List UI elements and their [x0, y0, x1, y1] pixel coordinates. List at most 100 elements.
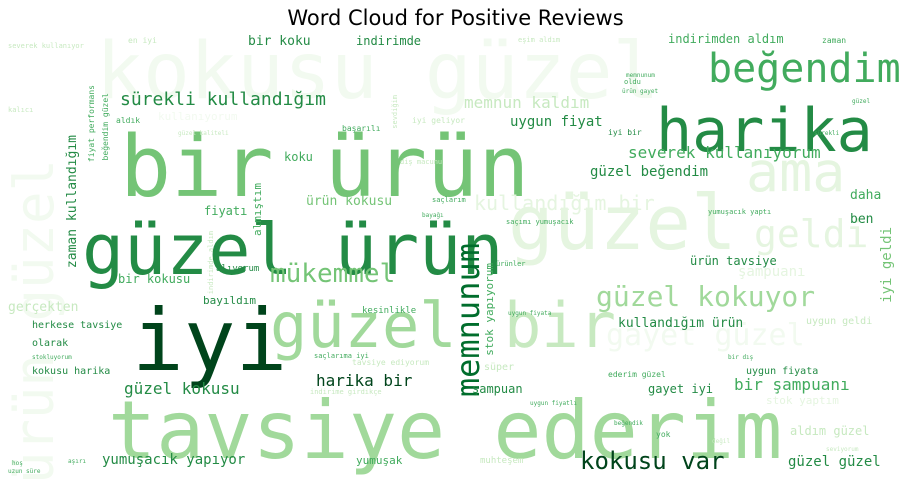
cloud-word: bir dış: [728, 354, 754, 361]
cloud-word: bir koku: [248, 34, 311, 49]
word-cloud: tavsiye ederim bir ürün iyi güzel ürün harik…: [8, 33, 903, 483]
cloud-word: almıştım: [251, 183, 264, 236]
cloud-word: muhteşem: [480, 456, 524, 466]
cloud-word: memnunum: [449, 243, 487, 398]
cloud-word: saçlarım: [432, 196, 466, 204]
cloud-word: sürekli: [814, 130, 840, 137]
cloud-word: gayet güzel: [606, 318, 805, 353]
cloud-word: eşim aldım: [518, 36, 561, 44]
cloud-word: aşırı: [68, 458, 87, 465]
cloud-word: güzel: [270, 289, 457, 362]
cloud-word: beğendim: [708, 46, 901, 92]
cloud-word: güzel ürün: [82, 209, 504, 291]
cloud-word: indirimden aldım: [668, 33, 784, 46]
cloud-word: fiyat performans: [87, 85, 96, 163]
cloud-word: güzel: [852, 98, 871, 105]
cloud-word: beğendim güzel: [101, 93, 110, 161]
cloud-word: severek kullanıyorum: [628, 143, 821, 162]
cloud-word: bir şampuanı: [734, 375, 850, 394]
cloud-word: koku: [284, 150, 313, 164]
cloud-word: uygun fiyat: [510, 114, 603, 130]
cloud-word: uygun fiyata: [508, 310, 552, 317]
cloud-word: aldım güzel: [790, 424, 870, 438]
cloud-word: uygun fiyata: [746, 366, 819, 377]
cloud-word: seviyorum: [826, 446, 859, 453]
cloud-word: severek kullanıyor: [8, 42, 84, 50]
cloud-word: ürün kokusu: [306, 194, 393, 209]
cloud-word: zaman: [822, 36, 847, 45]
cloud-word: gayet iyi: [648, 382, 714, 396]
cloud-word: saçımı yumuşacık: [506, 218, 574, 226]
cloud-word: ederim güzel: [608, 370, 666, 379]
cloud-word: kokusu var: [580, 447, 725, 475]
cloud-word: memnun kaldım: [464, 93, 590, 112]
cloud-word: uzun süre: [8, 468, 41, 475]
cloud-word: kalıcı: [8, 106, 34, 114]
cloud-word: güzel beğendim: [590, 164, 709, 180]
cloud-word: memnunum: [626, 72, 655, 79]
cloud-word: uygun geldi: [806, 316, 873, 327]
cloud-word: daha: [850, 188, 882, 203]
cloud-word: mükemmel: [270, 259, 396, 289]
cloud-word: indirime girdikçe: [310, 388, 382, 396]
cloud-word: tavsiye ediyorum: [352, 358, 430, 367]
cloud-word: şampuan: [472, 382, 523, 396]
cloud-word: şampuanı: [738, 264, 806, 280]
cloud-word: başarılı: [342, 124, 381, 133]
cloud-word: iyi: [132, 291, 288, 391]
cloud-word: yumuşak: [356, 454, 403, 467]
cloud-word: kullanıyorum: [158, 110, 238, 123]
cloud-word: kullandığım ürün: [618, 316, 744, 331]
cloud-word: oldu: [624, 78, 641, 86]
cloud-word: zaman kullandığım: [65, 135, 80, 269]
cloud-word: sürekli kullandığım: [120, 89, 326, 110]
cloud-word: iyi geldi: [879, 227, 895, 303]
cloud-word: bir kokusu: [118, 272, 191, 286]
cloud-word: tavsiye ederim: [108, 384, 783, 477]
cloud-word: güzel güzel: [788, 454, 881, 470]
cloud-word: gerçekten: [8, 300, 79, 315]
cloud-word: stok yapıyorum: [483, 263, 496, 356]
cloud-word: harika bir: [316, 371, 413, 390]
cloud-word: stok yaptım: [766, 394, 839, 407]
cloud-word: alıyorum: [216, 264, 260, 274]
cloud-word: indirimde aldım: [207, 231, 215, 295]
chart-title: Word Cloud for Positive Reviews: [287, 6, 624, 30]
cloud-word: herkese tavsiye: [32, 320, 123, 331]
cloud-word: bir ürün: [120, 118, 530, 217]
cloud-word: aldık: [116, 116, 141, 125]
cloud-word: diş macunu: [400, 158, 443, 166]
cloud-word: değil: [712, 438, 731, 445]
cloud-word: saçlarıma iyi: [314, 352, 369, 360]
cloud-word: güzel kaliteli: [178, 130, 229, 137]
cloud-word: bayağı: [422, 212, 444, 219]
cloud-word: harika: [656, 96, 873, 166]
cloud-word: iyi bir: [608, 128, 642, 137]
cloud-word: ben: [850, 212, 874, 227]
cloud-word: güzel kokuyor: [596, 280, 816, 313]
cloud-word: kesinlikle: [362, 306, 417, 316]
cloud-word: ama: [746, 140, 846, 204]
cloud-word: iyi geliyor: [412, 116, 465, 125]
cloud-word: olarak: [32, 338, 69, 349]
cloud-word: güzel kokusu: [124, 379, 240, 398]
cloud-word: geldi: [754, 212, 869, 256]
cloud-word: beğendik: [614, 420, 643, 427]
cloud-word: uygun fiyatlı: [530, 400, 577, 407]
cloud-word: kullandığım bir: [474, 191, 655, 215]
cloud-word: yumuşacık yapıyor: [102, 452, 246, 468]
cloud-word: fiyatı: [204, 204, 248, 218]
cloud-word: ürün gayet: [622, 88, 659, 95]
cloud-word: ürünler: [496, 260, 526, 268]
cloud-word: yumuşacık yaptı: [708, 208, 772, 216]
cloud-word: en iyi: [128, 36, 157, 45]
cloud-word: bayıldım: [203, 294, 256, 307]
cloud-word: hoş: [12, 460, 23, 467]
cloud-word: kokusu harika: [32, 366, 111, 377]
cloud-word: süper: [484, 362, 515, 373]
cloud-word: güzel: [508, 178, 737, 267]
cloud-word: ürün tavsiye: [690, 254, 777, 268]
cloud-word: yok: [656, 430, 671, 439]
cloud-word: bir: [504, 289, 616, 362]
cloud-word: stokluyorum: [32, 354, 72, 361]
